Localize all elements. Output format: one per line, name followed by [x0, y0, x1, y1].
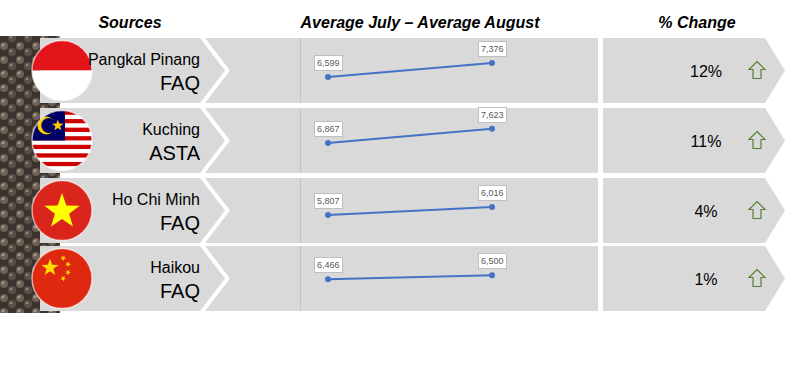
svg-text:FAQ: FAQ	[160, 280, 200, 302]
svg-text:FAQ: FAQ	[160, 212, 200, 234]
svg-text:6,466: 6,466	[317, 260, 340, 270]
svg-text:6,599: 6,599	[317, 58, 340, 68]
svg-text:Ho Chi Minh: Ho Chi Minh	[112, 191, 200, 208]
svg-text:Pangkal Pinang: Pangkal Pinang	[88, 51, 200, 68]
svg-text:Sources: Sources	[98, 14, 161, 31]
svg-text:7,376: 7,376	[481, 44, 504, 54]
svg-text:6,867: 6,867	[317, 124, 340, 134]
svg-text:% Change: % Change	[658, 14, 735, 31]
svg-text:6,500: 6,500	[481, 256, 504, 266]
svg-text:11%: 11%	[691, 133, 722, 150]
svg-text:1%: 1%	[694, 271, 717, 288]
svg-text:ASTA: ASTA	[149, 142, 200, 164]
svg-text:12%: 12%	[690, 63, 722, 80]
svg-text:7,623: 7,623	[481, 110, 504, 120]
svg-text:Haikou: Haikou	[150, 259, 200, 276]
svg-text:5,807: 5,807	[317, 196, 340, 206]
svg-text:Kuching: Kuching	[142, 121, 200, 138]
svg-text:Average July – Average August: Average July – Average August	[300, 14, 541, 31]
svg-text:FAQ: FAQ	[160, 72, 200, 94]
svg-text:4%: 4%	[694, 203, 717, 220]
svg-text:6,016: 6,016	[481, 188, 504, 198]
